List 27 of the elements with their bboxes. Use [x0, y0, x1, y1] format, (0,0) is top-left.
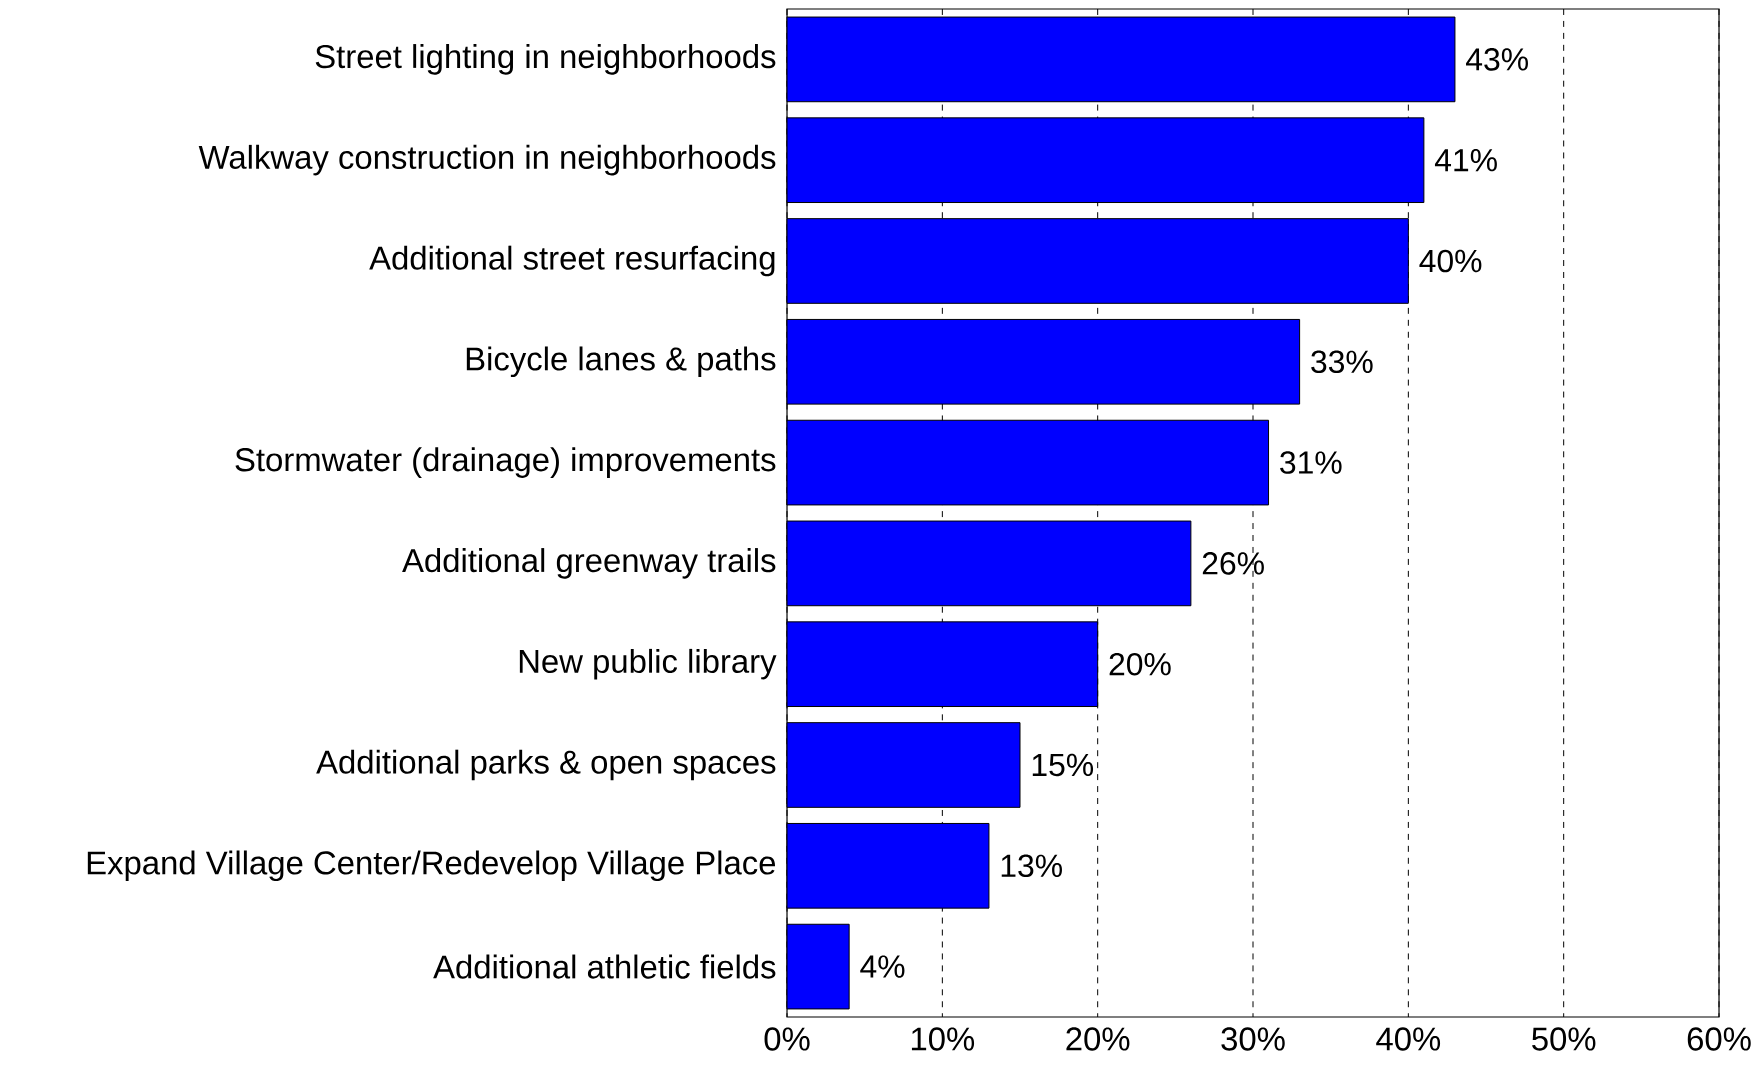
data-label: 40% [1419, 249, 1482, 273]
x-tick-label: 50% [1532, 1027, 1596, 1051]
y-tick-label: Additional street resurfacing [369, 245, 775, 277]
data-label: 15% [1032, 753, 1094, 777]
y-tick-label: Expand Village Center/Redevelop Village Place [87, 850, 776, 882]
x-tick-label: 0% [764, 1027, 810, 1051]
data-label: 33% [1311, 350, 1373, 374]
data-label: 41% [1434, 149, 1497, 172]
y-tick-label: Additional parks & open spaces [316, 749, 776, 781]
y-tick-label: Additional athletic fields [433, 954, 776, 979]
x-tick-label: 60% [1687, 1027, 1751, 1051]
y-tick-label: Street lighting in neighborhoods [315, 44, 776, 75]
x-tick-label: 10% [911, 1027, 975, 1051]
x-tick-label: 30% [1221, 1027, 1285, 1051]
data-label: 26% [1202, 552, 1264, 575]
y-tick-label: Stormwater (drainage) improvements [235, 447, 776, 478]
y-tick-label: New public library [519, 648, 777, 680]
data-label: 13% [1001, 854, 1062, 878]
x-tick-label: 20% [1066, 1027, 1130, 1051]
data-label: 43% [1466, 48, 1528, 71]
x-tick-label: 40% [1376, 1027, 1441, 1051]
data-label: 20% [1109, 652, 1171, 676]
y-tick-label: Additional greenway trails [402, 548, 776, 579]
data-label: 31% [1280, 451, 1342, 474]
y-tick-label: Bicycle lanes & paths [466, 346, 776, 378]
data-label: 4% [860, 955, 905, 978]
y-tick-label: Walkway construction in neighborhoods [198, 144, 776, 176]
